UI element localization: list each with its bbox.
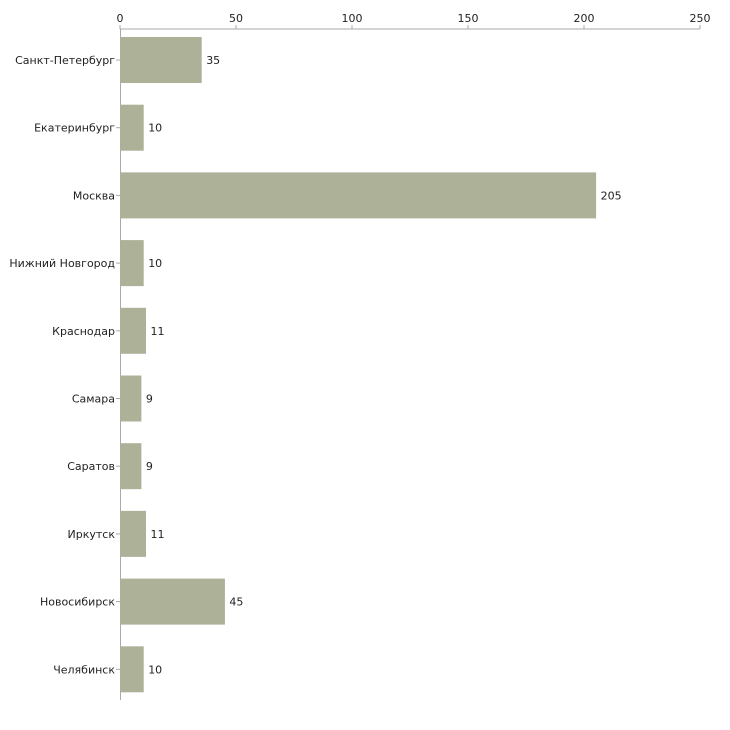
value-label: 10: [148, 663, 162, 676]
category-label: Нижний Новгород: [9, 257, 115, 270]
bar: [120, 240, 144, 287]
bar: [120, 307, 147, 354]
bar: [120, 646, 144, 693]
category-label: Иркутск: [68, 528, 116, 541]
x-tick-label: 250: [690, 12, 711, 25]
bar: [120, 104, 144, 151]
bar: [120, 578, 225, 625]
category-label: Новосибирск: [40, 596, 115, 609]
category-label: Челябинск: [53, 663, 115, 676]
value-label: 9: [146, 460, 153, 473]
labels-layer: 0 50 100 150 200 250 Санкт-Петербург 35 Екатерин…: [9, 12, 710, 676]
category-label: Москва: [73, 189, 115, 202]
bar: [120, 443, 142, 490]
category-label: Самара: [72, 393, 115, 406]
bar: [120, 510, 147, 557]
category-label: Краснодар: [52, 325, 115, 338]
category-label: Санкт-Петербург: [15, 54, 115, 67]
category-label: Екатеринбург: [34, 122, 115, 135]
bar: [120, 37, 202, 83]
bar: [120, 375, 142, 422]
value-label: 10: [148, 122, 162, 135]
value-label: 205: [601, 189, 622, 202]
x-tick-label: 150: [458, 12, 479, 25]
value-label: 11: [151, 528, 165, 541]
value-label: 10: [148, 257, 162, 270]
x-tick-label: 0: [117, 12, 124, 25]
category-label: Саратов: [67, 460, 115, 473]
x-tick-label: 50: [229, 12, 243, 25]
bar: [120, 172, 597, 219]
value-label: 11: [151, 325, 165, 338]
bars-layer: [120, 37, 597, 693]
x-tick-label: 200: [574, 12, 595, 25]
value-label: 45: [229, 596, 243, 609]
x-tick-label: 100: [342, 12, 363, 25]
value-label: 35: [206, 54, 220, 67]
value-label: 9: [146, 393, 153, 406]
